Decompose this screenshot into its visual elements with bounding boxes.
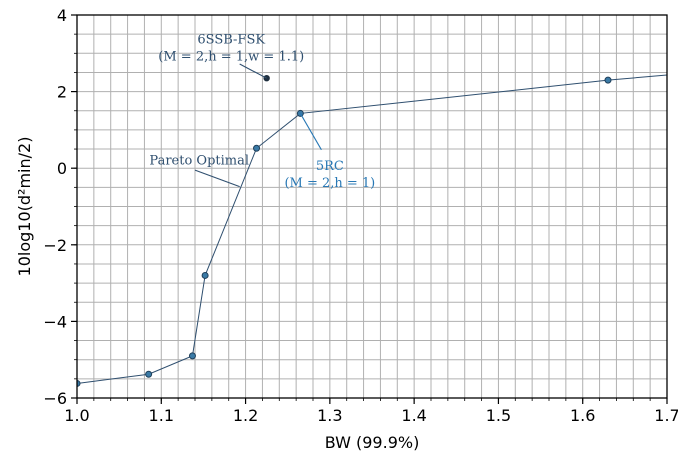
data-point [145,370,153,378]
x-tick-label: 1.6 [570,406,595,425]
y-tick-label: 0 [57,159,67,178]
data-point [604,76,612,84]
x-tick-label: 1.7 [654,406,678,425]
x-tick-label: 1.3 [317,406,342,425]
y-tick-label: −4 [43,312,67,331]
y-tick-label: −2 [43,236,67,255]
series-line [77,74,667,384]
annotation-line [299,113,322,151]
annotation-text: Pareto Optimal [149,153,249,168]
annotation-text: (M = 2,h = 1,w = 1.1) [158,50,304,65]
x-tick-label: 1.5 [486,406,511,425]
y-tick-label: 2 [57,83,67,102]
grid [76,14,668,399]
ticks: 1.0 1.1 1.2 1.3 1.4 1.5 1.6 1.7 −6 −4 −2 0 2 4 [43,6,678,425]
x-tick-label: 1.1 [149,406,174,425]
data-point [77,379,81,387]
x-tick-label: 1.4 [401,406,426,425]
data-series [77,74,667,387]
x-tick-label: 1.0 [64,406,89,425]
x-tick-label: 1.2 [233,406,258,425]
annotations: 6SSB-FSK (M = 2,h = 1,w = 1.1) Pareto Opti… [149,33,375,191]
annotation-text: (M = 2,h = 1) [284,176,375,191]
data-point [253,144,261,152]
y-tick-label: 4 [57,6,67,25]
y-axis-label: 10log10(d²min/2) [15,137,34,277]
data-point [201,271,209,279]
data-point [188,352,196,360]
x-axis-label: BW (99.9%) [325,433,420,452]
annotation-line [239,63,267,79]
annotation-text: 6SSB-FSK [197,33,265,48]
annotation-line [194,169,240,188]
y-tick-label: −6 [43,389,67,408]
annotation-text: 5RC [316,159,344,174]
series-group [77,74,667,387]
